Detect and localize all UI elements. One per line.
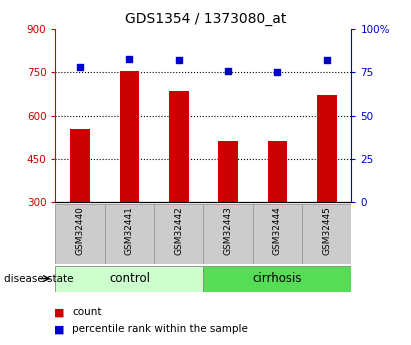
Bar xyxy=(317,96,337,202)
Bar xyxy=(268,141,287,202)
Point xyxy=(274,70,281,75)
Text: percentile rank within the sample: percentile rank within the sample xyxy=(72,325,248,334)
Point xyxy=(175,58,182,63)
Text: count: count xyxy=(72,307,102,317)
Bar xyxy=(203,204,253,264)
Bar xyxy=(120,71,139,202)
Text: GSM32442: GSM32442 xyxy=(174,207,183,255)
Text: GSM32445: GSM32445 xyxy=(322,207,331,255)
Bar xyxy=(169,91,189,202)
Bar xyxy=(55,266,203,292)
Text: GDS1354 / 1373080_at: GDS1354 / 1373080_at xyxy=(125,12,286,26)
Point xyxy=(323,58,330,63)
Text: cirrhosis: cirrhosis xyxy=(253,272,302,285)
Bar xyxy=(302,204,351,264)
Bar xyxy=(55,204,105,264)
Text: ■: ■ xyxy=(54,325,65,334)
Text: GSM32441: GSM32441 xyxy=(125,207,134,255)
Text: GSM32443: GSM32443 xyxy=(224,207,233,255)
Text: disease state: disease state xyxy=(4,274,74,284)
Bar xyxy=(70,128,90,202)
Bar xyxy=(253,204,302,264)
Text: control: control xyxy=(109,272,150,285)
Bar xyxy=(105,204,154,264)
Bar xyxy=(203,266,351,292)
Text: GSM32444: GSM32444 xyxy=(273,207,282,255)
Text: GSM32440: GSM32440 xyxy=(76,207,85,255)
Bar xyxy=(218,141,238,202)
Point xyxy=(126,56,133,61)
Text: ■: ■ xyxy=(54,307,65,317)
Bar xyxy=(154,204,203,264)
Point xyxy=(77,65,83,70)
Point xyxy=(225,68,231,73)
